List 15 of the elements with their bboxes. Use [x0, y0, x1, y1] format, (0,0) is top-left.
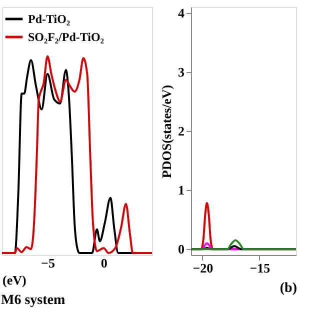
text: M6 system — [1, 293, 66, 308]
y-tick-label: 0 — [178, 242, 184, 257]
x-tick-label: −5 — [41, 256, 56, 270]
x-tick-label: 0 — [100, 256, 108, 270]
y-tick-label: 2 — [178, 124, 184, 138]
x-tick-label: −15 — [250, 260, 271, 276]
text: (b) — [280, 281, 298, 296]
x-axis-title: (eV) — [2, 272, 26, 288]
y-tick-label: 3 — [178, 64, 185, 80]
legend-label: Pd-TiO₂ — [28, 12, 70, 26]
x-tick-label: −20 — [192, 260, 214, 276]
legend-label: SO₂F₂/Pd-TiO₂ — [28, 30, 104, 44]
y-tick-label: 1 — [178, 182, 184, 198]
y-tick-label: 4 — [178, 5, 185, 20]
y-axis-title: PDOS(states/eV) — [159, 84, 174, 178]
